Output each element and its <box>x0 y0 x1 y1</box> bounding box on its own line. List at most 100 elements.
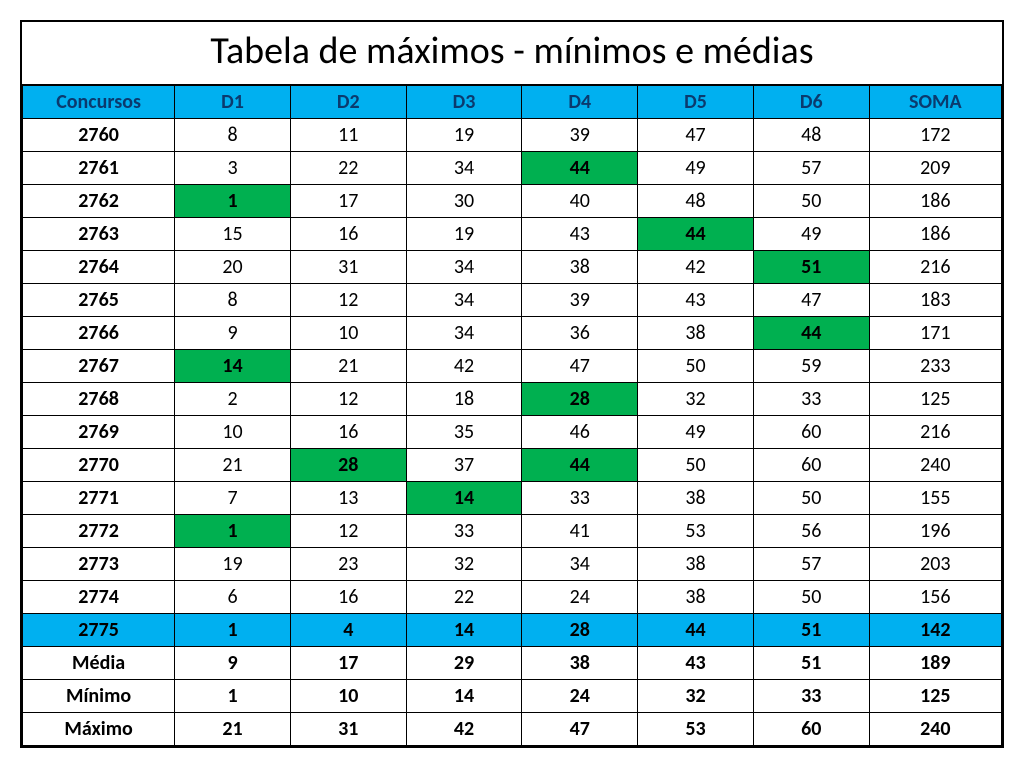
cell-d4: 39 <box>522 284 638 317</box>
cell-soma: 216 <box>869 251 1001 284</box>
cell-d6: 57 <box>753 152 869 185</box>
cell-soma: 183 <box>869 284 1001 317</box>
cell-d6: 51 <box>753 251 869 284</box>
cell-d4: 40 <box>522 185 638 218</box>
table-row: 2764203134384251216 <box>23 251 1002 284</box>
table-title: Tabela de máximos - mínimos e médias <box>22 22 1002 85</box>
cell-concurso: 2767 <box>23 350 175 383</box>
cell-concurso: 2775 <box>23 614 175 647</box>
col-d4: D4 <box>522 86 638 119</box>
cell-d2: 12 <box>290 383 406 416</box>
cell-d5: 38 <box>638 317 754 350</box>
cell-soma: 155 <box>869 482 1001 515</box>
table-row: 276081119394748172 <box>23 119 1002 152</box>
cell-d1: 8 <box>175 284 291 317</box>
cell-d3: 34 <box>406 317 522 350</box>
cell-d5: 38 <box>638 581 754 614</box>
cell-d6: 50 <box>753 482 869 515</box>
cell-soma: 172 <box>869 119 1001 152</box>
cell-d5: 53 <box>638 515 754 548</box>
cell-d5: 38 <box>638 482 754 515</box>
cell-d5: 50 <box>638 449 754 482</box>
cell-d1: 8 <box>175 119 291 152</box>
cell-d2: 28 <box>290 449 406 482</box>
cell-d4: 38 <box>522 251 638 284</box>
col-d1: D1 <box>175 86 291 119</box>
cell-d1: 6 <box>175 581 291 614</box>
cell-concurso: 2772 <box>23 515 175 548</box>
cell-d1: 2 <box>175 383 291 416</box>
cell-d3: 34 <box>406 284 522 317</box>
cell-d3: 35 <box>406 416 522 449</box>
cell-d6: 50 <box>753 185 869 218</box>
cell-d2: 10 <box>290 317 406 350</box>
cell-soma: 186 <box>869 185 1001 218</box>
table-row-highlight: 27751414284451142 <box>23 614 1002 647</box>
cell-d6: 44 <box>753 317 869 350</box>
cell-d3: 34 <box>406 152 522 185</box>
cell-d6: 51 <box>753 647 869 680</box>
cell-d2: 10 <box>290 680 406 713</box>
cell-d5: 49 <box>638 152 754 185</box>
cell-d3: 37 <box>406 449 522 482</box>
cell-d4: 43 <box>522 218 638 251</box>
cell-d3: 42 <box>406 350 522 383</box>
cell-soma: 240 <box>869 449 1001 482</box>
table-row: 276581234394347183 <box>23 284 1002 317</box>
col-d3: D3 <box>406 86 522 119</box>
cell-concurso: 2760 <box>23 119 175 152</box>
cell-concurso: 2773 <box>23 548 175 581</box>
cell-d5: 50 <box>638 350 754 383</box>
cell-soma: 142 <box>869 614 1001 647</box>
cell-d3: 42 <box>406 713 522 746</box>
summary-row: Mínimo11014243233125 <box>23 680 1002 713</box>
cell-concurso: 2769 <box>23 416 175 449</box>
cell-d2: 31 <box>290 251 406 284</box>
cell-d2: 17 <box>290 185 406 218</box>
cell-d4: 44 <box>522 449 638 482</box>
cell-soma: 209 <box>869 152 1001 185</box>
cell-d6: 51 <box>753 614 869 647</box>
table-row: 2767142142475059233 <box>23 350 1002 383</box>
cell-d2: 12 <box>290 284 406 317</box>
cell-d5: 43 <box>638 647 754 680</box>
stats-table: Concursos D1 D2 D3 D4 D5 D6 SOMA 2760811… <box>22 85 1002 746</box>
cell-d2: 12 <box>290 515 406 548</box>
table-row: 277211233415356196 <box>23 515 1002 548</box>
cell-d3: 22 <box>406 581 522 614</box>
cell-d2: 23 <box>290 548 406 581</box>
cell-soma: 203 <box>869 548 1001 581</box>
table-row: 277171314333850155 <box>23 482 1002 515</box>
summary-label: Máximo <box>23 713 175 746</box>
cell-d5: 48 <box>638 185 754 218</box>
cell-d1: 9 <box>175 317 291 350</box>
cell-d3: 14 <box>406 680 522 713</box>
cell-d2: 16 <box>290 581 406 614</box>
cell-soma: 216 <box>869 416 1001 449</box>
cell-d4: 44 <box>522 152 638 185</box>
cell-d3: 33 <box>406 515 522 548</box>
cell-d1: 21 <box>175 449 291 482</box>
cell-d1: 9 <box>175 647 291 680</box>
cell-d2: 22 <box>290 152 406 185</box>
cell-d6: 47 <box>753 284 869 317</box>
summary-row: Máximo213142475360240 <box>23 713 1002 746</box>
cell-d2: 21 <box>290 350 406 383</box>
cell-concurso: 2764 <box>23 251 175 284</box>
cell-d3: 19 <box>406 218 522 251</box>
cell-d4: 38 <box>522 647 638 680</box>
cell-concurso: 2768 <box>23 383 175 416</box>
cell-soma: 186 <box>869 218 1001 251</box>
cell-d3: 30 <box>406 185 522 218</box>
cell-soma: 156 <box>869 581 1001 614</box>
cell-d1: 19 <box>175 548 291 581</box>
cell-d3: 14 <box>406 614 522 647</box>
cell-d2: 16 <box>290 218 406 251</box>
cell-d4: 39 <box>522 119 638 152</box>
cell-d1: 20 <box>175 251 291 284</box>
cell-soma: 233 <box>869 350 1001 383</box>
header-row: Concursos D1 D2 D3 D4 D5 D6 SOMA <box>23 86 1002 119</box>
cell-d2: 16 <box>290 416 406 449</box>
cell-d1: 10 <box>175 416 291 449</box>
cell-d1: 15 <box>175 218 291 251</box>
